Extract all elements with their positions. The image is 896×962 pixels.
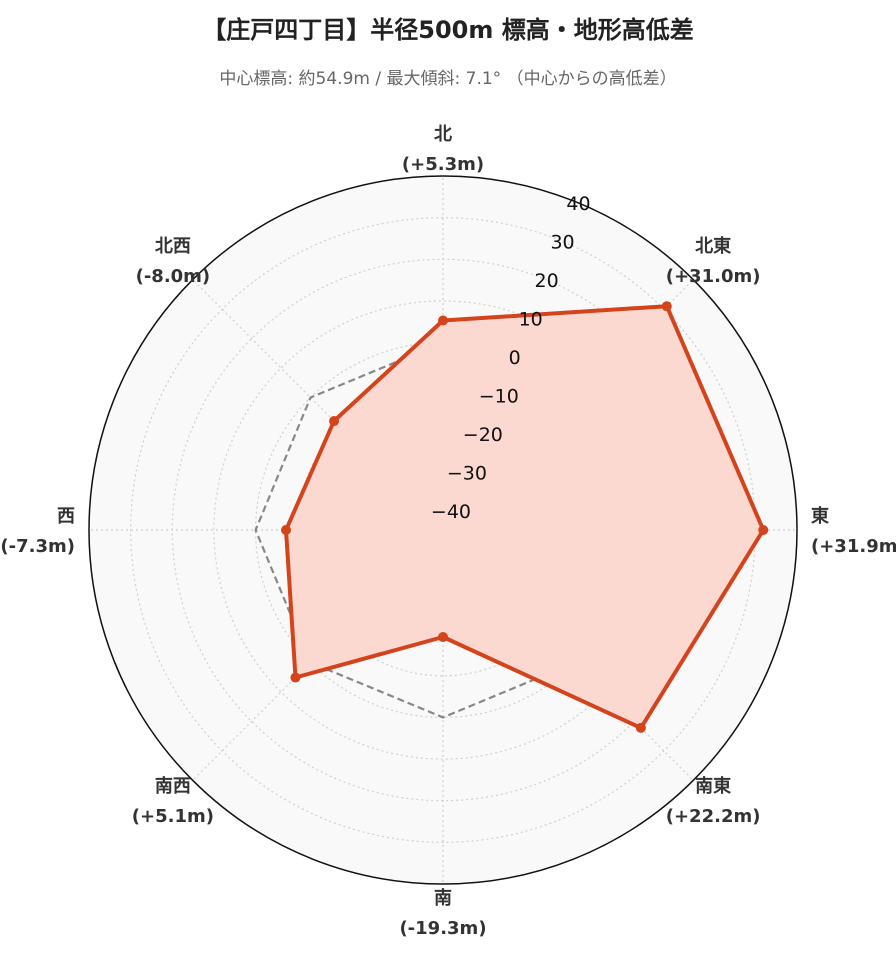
radial-tick-label: 40 <box>566 193 590 215</box>
chart-title: 【庄戸四丁目】半径500m 標高・地形高低差 <box>202 16 694 44</box>
direction-value-label: (+22.2m) <box>666 806 761 827</box>
direction-label: 西 <box>57 506 75 527</box>
direction-value-label: (+31.9m) <box>811 536 896 557</box>
radial-tick-label: 30 <box>550 231 574 253</box>
data-point <box>329 416 340 427</box>
direction-label: 北西 <box>155 236 191 257</box>
radial-tick-label: 10 <box>519 308 543 330</box>
direction-label: 南西 <box>155 775 191 797</box>
data-point <box>635 722 646 733</box>
data-point <box>438 315 448 326</box>
data-point <box>290 672 301 683</box>
direction-label: 南 <box>434 887 452 909</box>
direction-value-label: (-7.3m) <box>0 536 75 557</box>
direction-value-label: (+5.3m) <box>402 154 484 175</box>
direction-label: 東 <box>811 505 829 527</box>
direction-value-label: (+5.1m) <box>132 806 214 827</box>
radial-tick-label: −40 <box>431 501 471 523</box>
radial-tick-label: −30 <box>447 462 487 484</box>
radial-tick-label: −20 <box>463 424 503 446</box>
radial-tick-label: 20 <box>535 270 559 292</box>
direction-label: 南東 <box>695 775 731 797</box>
series-area <box>286 306 764 728</box>
direction-label: 北東 <box>695 235 731 257</box>
data-point <box>438 632 448 643</box>
angular-gridline <box>192 279 444 531</box>
direction-value-label: (-8.0m) <box>136 266 211 287</box>
direction-value-label: (+31.0m) <box>666 266 761 287</box>
polar-frame <box>88 175 798 885</box>
radial-tick-label: −10 <box>479 385 519 407</box>
radial-tick-label: 0 <box>509 347 521 369</box>
data-point <box>280 525 291 535</box>
direction-label: 北 <box>434 124 452 145</box>
data-point <box>758 525 769 535</box>
data-point <box>661 301 672 312</box>
chart-subtitle: 中心標高: 約54.9m / 最大傾斜: 7.1° （中心からの高低差） <box>219 69 677 89</box>
direction-value-label: (-19.3m) <box>399 918 486 939</box>
